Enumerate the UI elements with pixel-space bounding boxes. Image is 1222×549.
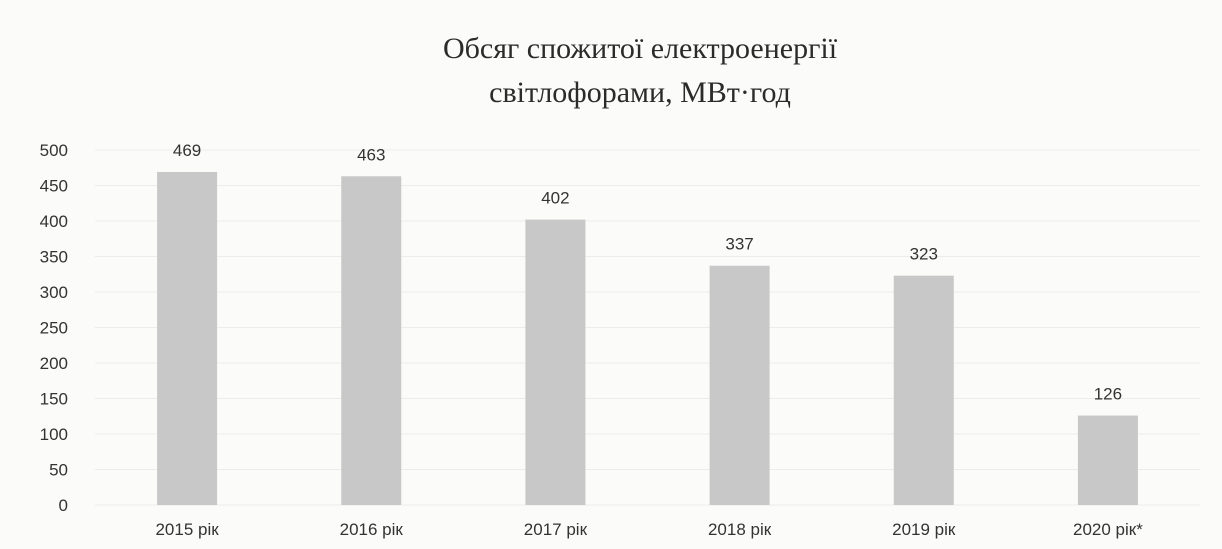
bar: [893, 275, 954, 505]
x-category-label: 2017 рік: [524, 520, 588, 539]
bar: [525, 219, 586, 505]
y-tick-label: 100: [40, 425, 68, 444]
x-category-label: 2019 рік: [892, 520, 956, 539]
bar: [1077, 415, 1138, 505]
y-tick-label: 200: [40, 354, 68, 373]
bar: [341, 176, 402, 505]
x-category-label: 2016 рік: [340, 520, 404, 539]
bar-value-label: 126: [1094, 385, 1122, 404]
chart-title-line-2: світлофорами, МВт·год: [489, 76, 791, 109]
y-tick-label: 400: [40, 212, 68, 231]
x-category-label: 2015 рік: [155, 520, 219, 539]
chart-title-line-1: Обсяг спожитої електроенергії: [443, 32, 838, 65]
bar-value-label: 323: [910, 245, 938, 264]
bar-value-label: 402: [541, 189, 569, 208]
y-tick-label: 300: [40, 283, 68, 302]
y-axis-ticks: 0 50 100 150 200 250 300 350 400 450 500: [40, 141, 68, 515]
bar: [709, 265, 770, 505]
y-tick-label: 350: [40, 248, 68, 267]
y-tick-label: 500: [40, 141, 68, 160]
bars: [157, 172, 1138, 505]
y-tick-label: 150: [40, 390, 68, 409]
bar-value-label: 337: [725, 235, 753, 254]
x-category-label: 2020 рік*: [1073, 520, 1143, 539]
x-axis-categories: 2015 рік 2016 рік 2017 рік 2018 рік 2019 рік…: [155, 520, 1143, 539]
data-labels: 469 463 402 337 323 126: [173, 141, 1122, 404]
bar-value-label: 469: [173, 141, 201, 160]
y-tick-label: 250: [40, 319, 68, 338]
y-tick-label: 0: [59, 496, 68, 515]
y-tick-label: 50: [49, 461, 68, 480]
y-tick-label: 450: [40, 177, 68, 196]
x-category-label: 2018 рік: [708, 520, 772, 539]
gridlines: [95, 149, 1200, 506]
bar: [157, 172, 218, 505]
bar-value-label: 463: [357, 145, 385, 164]
